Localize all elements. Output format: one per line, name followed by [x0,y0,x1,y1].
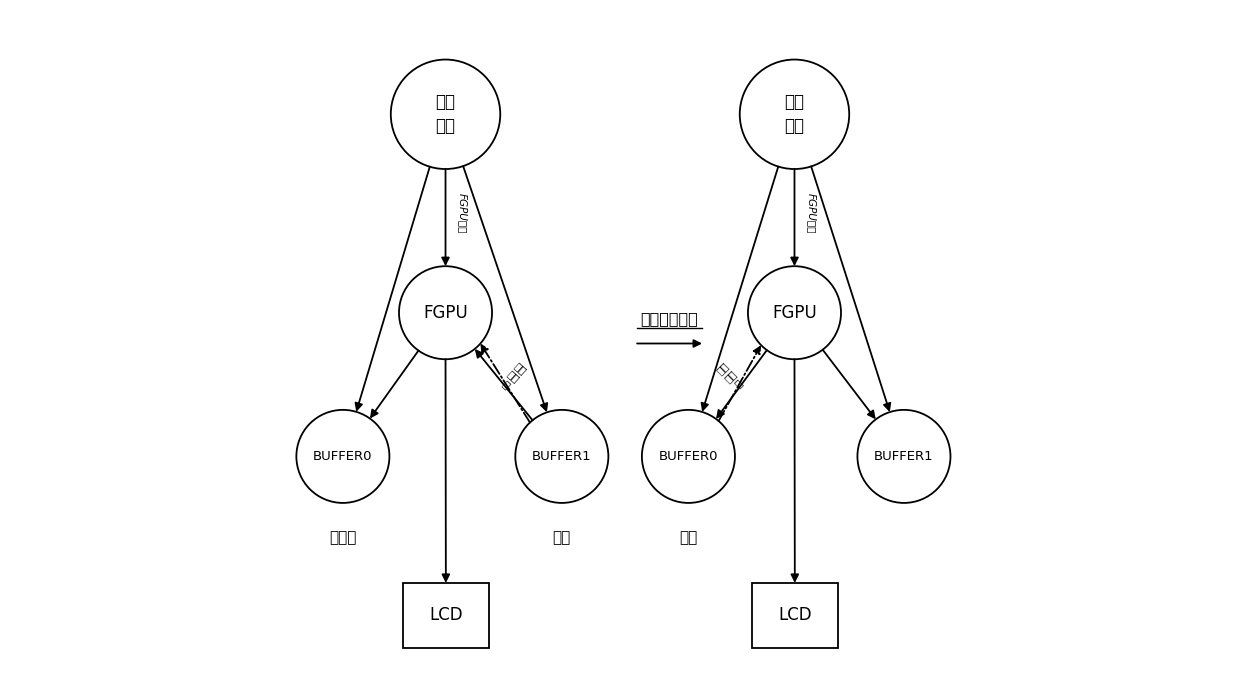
Text: BUFFER0: BUFFER0 [658,450,718,463]
Text: BUFFER1: BUFFER1 [532,450,591,463]
Circle shape [391,60,500,169]
Circle shape [857,410,951,503]
Text: BUFFER1: BUFFER1 [874,450,934,463]
Text: 显示
数据
流: 显示 数据 流 [498,360,528,392]
Circle shape [748,266,841,359]
Circle shape [740,60,849,169]
Text: 工作权限切换: 工作权限切换 [641,311,698,326]
Text: 总线
接口: 总线 接口 [435,93,455,135]
Text: FGPU指令: FGPU指令 [458,193,467,234]
Text: 显存: 显存 [553,530,570,545]
Text: 总线
接口: 总线 接口 [785,93,805,135]
Bar [751,583,837,648]
Circle shape [642,410,735,503]
Circle shape [296,410,389,503]
Text: FGPU: FGPU [773,304,817,322]
Text: BUFFER0: BUFFER0 [314,450,373,463]
Bar [403,583,489,648]
Circle shape [516,410,609,503]
Text: 画图板: 画图板 [329,530,357,545]
Text: 显示
数据
流: 显示 数据 流 [714,361,745,392]
Text: LCD: LCD [777,607,812,624]
Text: FGPU指令: FGPU指令 [807,193,817,234]
Text: FGPU: FGPU [423,304,467,322]
Circle shape [399,266,492,359]
Text: 显存: 显存 [680,530,698,545]
Text: LCD: LCD [429,607,463,624]
